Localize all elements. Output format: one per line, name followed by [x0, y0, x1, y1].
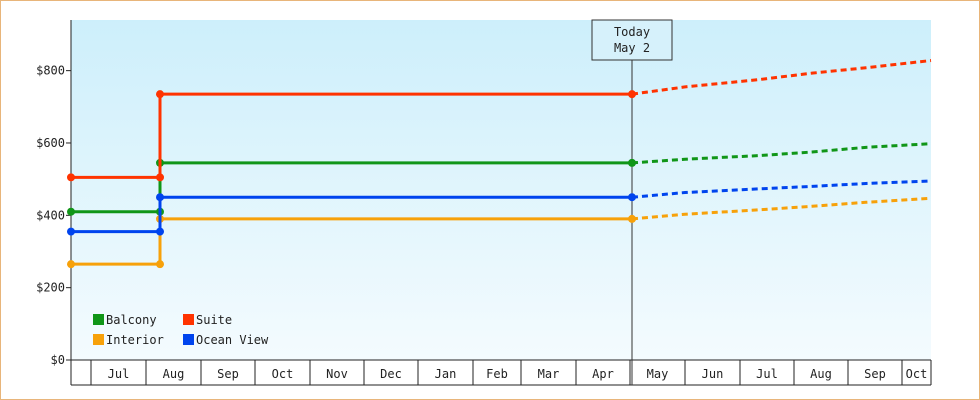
today-marker: Today May 2 — [591, 19, 673, 385]
data-point-balcony — [628, 158, 636, 167]
legend-label-ocean-view: Ocean View — [196, 333, 269, 347]
series-layer — [67, 59, 932, 269]
series-forecast-ocean-view — [631, 179, 932, 199]
legend-label-suite: Suite — [196, 313, 232, 327]
data-point-interior — [67, 260, 75, 269]
legend-swatch-interior — [93, 334, 104, 345]
plot-area — [71, 20, 931, 360]
legend-swatch-balcony — [93, 314, 104, 325]
x-tick-label: Sep — [217, 367, 239, 381]
series-ocean-view — [67, 179, 932, 236]
x-tick-label: Jun — [702, 367, 724, 381]
legend: Balcony Suite Interior Ocean View — [93, 313, 269, 347]
legend-swatch-ocean-view — [183, 334, 194, 345]
legend-label-interior: Interior — [106, 333, 164, 347]
data-point-ocean-view — [67, 227, 75, 236]
data-point-suite — [628, 90, 636, 99]
y-tick-label: $0 — [51, 353, 65, 367]
y-tick-label: $400 — [36, 208, 65, 222]
data-point-balcony — [67, 207, 75, 216]
series-balcony — [67, 142, 932, 216]
x-tick-label: Oct — [906, 367, 928, 381]
data-point-suite — [156, 173, 164, 182]
series-forecast-balcony — [631, 142, 932, 165]
x-tick-label: Oct — [272, 367, 294, 381]
data-point-suite — [67, 173, 75, 182]
data-point-ocean-view — [156, 193, 164, 202]
series-forecast-interior — [631, 196, 932, 221]
x-tick-label: Aug — [810, 367, 832, 381]
x-tick-label: Apr — [592, 367, 614, 381]
x-tick-label: Jul — [756, 367, 778, 381]
data-point-ocean-view — [628, 193, 636, 202]
x-tick-label: May — [647, 367, 669, 381]
x-tick-label: Nov — [326, 367, 348, 381]
y-axis: $0 $200 $400 $600 $800 — [36, 20, 72, 367]
series-line-ocean-view — [71, 195, 632, 234]
x-tick-label: Aug — [163, 367, 185, 381]
series-interior — [67, 196, 932, 269]
x-tick-label: Sep — [864, 367, 886, 381]
series-suite — [67, 59, 932, 182]
x-tick-label: Jan — [435, 367, 457, 381]
data-point-interior — [628, 214, 636, 223]
today-label: Today — [614, 25, 650, 39]
legend-label-balcony: Balcony — [106, 313, 157, 327]
series-line-suite — [71, 92, 632, 179]
y-tick-label: $800 — [36, 64, 65, 78]
series-forecast-suite — [631, 59, 932, 96]
x-tick-label: Jul — [108, 367, 130, 381]
y-tick-label: $200 — [36, 281, 65, 295]
today-label-box — [591, 19, 673, 61]
data-point-ocean-view — [156, 227, 164, 236]
series-line-balcony — [71, 161, 632, 214]
y-tick-label: $600 — [36, 136, 65, 150]
today-label: May 2 — [614, 41, 650, 55]
series-line-interior — [71, 217, 632, 266]
x-axis: Jul Aug Sep Oct Nov Dec Jan Feb Mar Apr May Jun Jul A… — [70, 359, 932, 386]
x-tick-label: Feb — [486, 367, 508, 381]
x-tick-label: Dec — [380, 367, 402, 381]
legend-swatch-suite — [183, 314, 194, 325]
data-point-interior — [156, 260, 164, 269]
x-tick-label: Mar — [538, 367, 560, 381]
data-point-suite — [156, 90, 164, 99]
